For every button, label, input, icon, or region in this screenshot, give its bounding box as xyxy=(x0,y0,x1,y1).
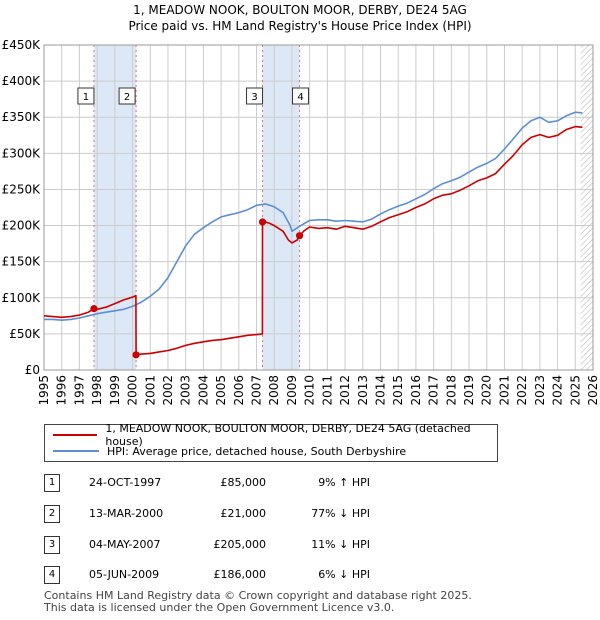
y-tick-label: £0 xyxy=(25,363,40,377)
row-date: 24-OCT-1997 xyxy=(89,476,162,489)
row-date: 13-MAR-2000 xyxy=(89,507,164,520)
sale-point xyxy=(258,218,267,226)
legend-item-property: 1, MEADOW NOOK, BOULTON MOOR, DERBY, DE2… xyxy=(53,422,497,448)
x-tick-label: 1997 xyxy=(72,375,86,406)
x-tick-label: 2020 xyxy=(480,375,494,406)
x-tick-label: 2018 xyxy=(444,375,458,406)
legend: 1, MEADOW NOOK, BOULTON MOOR, DERBY, DE2… xyxy=(44,422,498,462)
y-tick-label: £250K xyxy=(2,182,42,196)
y-tick-label: £100K xyxy=(2,291,42,305)
x-tick-label: 2005 xyxy=(214,375,228,406)
future-hatch xyxy=(580,45,593,370)
sale-label: 1 xyxy=(83,92,89,103)
row-price: £85,000 xyxy=(220,476,267,489)
chart-title-line1: 1, MEADOW NOOK, BOULTON MOOR, DERBY, DE2… xyxy=(133,3,467,17)
row-price: £205,000 xyxy=(213,538,267,551)
legend-swatch-blue xyxy=(53,450,99,452)
x-tick-label: 2021 xyxy=(497,375,511,406)
x-tick-label: 1998 xyxy=(90,375,104,406)
row-number-badge: 4 xyxy=(44,566,60,584)
x-tick-label: 2015 xyxy=(391,375,405,406)
sale-label: 2 xyxy=(124,92,130,103)
y-tick-label: £450K xyxy=(2,38,42,52)
footer-copyright: Contains HM Land Registry data © Crown c… xyxy=(44,589,472,602)
x-tick-label: 2000 xyxy=(126,375,140,406)
sale-label-box xyxy=(118,87,136,105)
sale-point xyxy=(132,351,140,359)
sale-label-box xyxy=(77,87,95,105)
x-tick-label: 2013 xyxy=(356,375,370,406)
row-number-badge: 3 xyxy=(44,536,60,554)
x-tick-label: 2010 xyxy=(303,375,317,406)
x-tick-label: 2017 xyxy=(427,375,441,406)
sale-label-box xyxy=(246,87,264,105)
y-tick-label: £150K xyxy=(2,255,42,269)
footer-license: This data is licensed under the Open Gov… xyxy=(44,601,395,614)
x-tick-label: 2004 xyxy=(196,375,210,406)
x-tick-label: 1999 xyxy=(108,375,122,406)
x-tick-label: 2022 xyxy=(515,375,529,406)
row-hpi-change: 9% ↑ HPI xyxy=(318,476,370,489)
row-hpi-change: 6% ↓ HPI xyxy=(318,568,370,581)
x-tick-label: 2007 xyxy=(250,375,264,406)
x-tick-label: 2016 xyxy=(409,375,423,406)
sale-label-box xyxy=(292,87,310,105)
y-tick-label: £350K xyxy=(2,110,42,124)
row-price: £186,000 xyxy=(213,568,267,581)
legend-label-hpi: HPI: Average price, detached house, Sout… xyxy=(107,444,407,458)
x-tick-label: 2019 xyxy=(462,375,476,406)
x-tick-label: 2002 xyxy=(161,375,175,406)
row-hpi-change: 11% ↓ HPI xyxy=(311,538,370,551)
x-tick-label: 1996 xyxy=(55,375,69,406)
y-tick-label: £400K xyxy=(2,74,42,88)
row-date: 05-JUN-2009 xyxy=(89,568,160,581)
sale-point xyxy=(295,232,304,240)
x-tick-label: 2025 xyxy=(568,375,582,406)
plot-frame xyxy=(43,44,594,371)
x-tick-label: 2009 xyxy=(285,375,299,406)
x-tick-label: 1995 xyxy=(37,375,51,406)
legend-swatch-red xyxy=(53,434,98,436)
x-tick-label: 2026 xyxy=(586,375,600,406)
y-tick-label: £300K xyxy=(2,146,42,160)
sale-point xyxy=(90,305,98,313)
legend-item-hpi: HPI: Average price, detached house, Sout… xyxy=(53,443,406,459)
sale-label: 4 xyxy=(297,92,303,103)
legend-label-property: 1, MEADOW NOOK, BOULTON MOOR, DERBY, DE2… xyxy=(105,422,471,448)
price-paid-line xyxy=(43,125,583,356)
x-tick-label: 2014 xyxy=(373,375,387,406)
x-tick-label: 2008 xyxy=(267,375,281,406)
x-tick-label: 2012 xyxy=(338,375,352,406)
x-tick-label: 2006 xyxy=(232,375,246,406)
row-hpi-change: 77% ↓ HPI xyxy=(311,507,370,520)
chart-title-line2: Price paid vs. HM Land Registry's House … xyxy=(128,19,472,33)
row-number-badge: 1 xyxy=(44,474,60,492)
price-chart: 1 2 3 4 £0 £50K £100K £150K £200K £250K £300K £350K… xyxy=(2,38,600,406)
x-tick-label: 2011 xyxy=(320,375,334,406)
row-number-badge: 2 xyxy=(44,505,60,523)
x-tick-label: 2001 xyxy=(143,375,157,406)
x-tick-label: 2023 xyxy=(533,375,547,406)
y-tick-label: £50K xyxy=(9,327,41,341)
x-tick-label: 2024 xyxy=(551,375,565,406)
row-date: 04-MAY-2007 xyxy=(89,538,161,551)
x-tick-label: 2003 xyxy=(179,375,193,406)
sale-label: 3 xyxy=(251,92,257,103)
y-tick-label: £200K xyxy=(2,219,42,233)
row-price: £21,000 xyxy=(220,507,267,520)
